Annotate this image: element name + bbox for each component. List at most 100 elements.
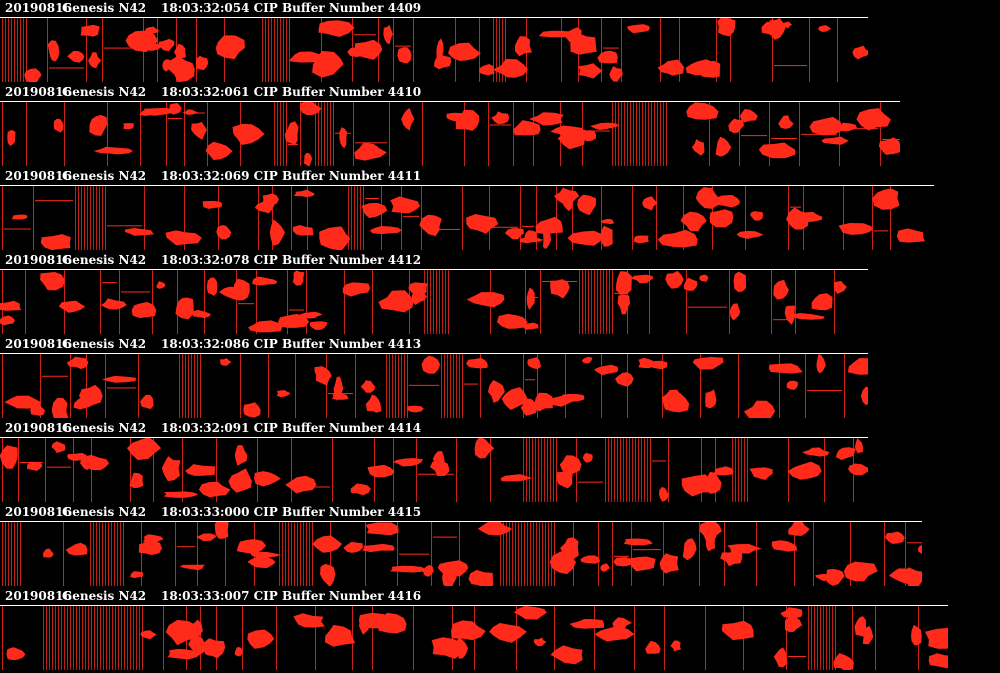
particle-image xyxy=(198,481,231,498)
particle-image xyxy=(816,354,826,373)
frame-divider xyxy=(641,438,642,502)
particle-image xyxy=(216,225,232,240)
buffer-number-label: CIP Buffer Number 4414 xyxy=(253,421,422,435)
frame-divider xyxy=(87,186,88,250)
streak-artifact xyxy=(633,549,661,551)
buffer-number-label: CIP Buffer Number 4412 xyxy=(253,253,422,267)
frame-divider xyxy=(277,18,278,82)
particle-image xyxy=(773,647,788,668)
particle-image xyxy=(466,357,488,369)
frame-divider xyxy=(480,354,481,418)
frame-divider xyxy=(795,270,796,334)
streak-artifact xyxy=(186,112,205,114)
particle-image xyxy=(749,467,773,480)
particle-image xyxy=(232,123,265,145)
frame-divider xyxy=(539,522,540,586)
streak-artifact xyxy=(335,132,351,134)
frame-divider xyxy=(600,270,601,334)
frame-divider xyxy=(664,606,665,670)
frame-divider xyxy=(106,606,107,670)
frame-divider xyxy=(445,270,446,334)
frame-divider xyxy=(479,18,480,82)
frame-divider xyxy=(14,18,15,82)
streak-artifact xyxy=(464,383,478,385)
frame-divider xyxy=(456,354,457,418)
frame-divider xyxy=(811,606,812,670)
frame-divider xyxy=(303,522,304,586)
frame-divider xyxy=(632,186,633,250)
frame-divider xyxy=(556,438,557,502)
frame-divider xyxy=(732,438,733,502)
frame-divider xyxy=(108,522,109,586)
particle-image xyxy=(78,384,103,408)
particle-image xyxy=(448,42,481,61)
particle-image xyxy=(354,142,387,161)
particle-image xyxy=(185,464,215,476)
particle-image xyxy=(102,375,137,383)
particle-image xyxy=(284,121,299,146)
particle-image xyxy=(293,189,315,198)
frame-divider xyxy=(111,522,112,586)
particle-image xyxy=(527,357,542,370)
streak-artifact xyxy=(328,393,353,395)
particle-image xyxy=(781,21,793,29)
frame-divider xyxy=(739,102,740,166)
particle-image xyxy=(51,441,66,453)
streak-artifact xyxy=(882,139,900,141)
frame-divider xyxy=(635,438,636,502)
frame-divider xyxy=(272,186,273,250)
buffer-probe: Genesis N42 xyxy=(62,421,147,435)
frame-divider xyxy=(409,270,410,334)
frame-divider xyxy=(606,270,607,334)
streak-artifact xyxy=(788,655,806,657)
buffer-date: 20190816 xyxy=(5,421,72,435)
frame-divider xyxy=(545,522,546,586)
frame-divider xyxy=(444,354,445,418)
frame-divider xyxy=(550,438,551,502)
particle-image xyxy=(884,531,905,544)
particle-image xyxy=(659,486,669,502)
particle-image xyxy=(663,393,690,413)
frame-divider xyxy=(100,270,101,334)
particle-image xyxy=(872,188,900,210)
particle-image xyxy=(513,120,541,136)
frame-divider xyxy=(448,270,449,334)
streak-artifact xyxy=(614,555,629,557)
frame-divider xyxy=(242,606,243,670)
particle-image xyxy=(631,274,654,284)
frame-divider xyxy=(631,522,632,586)
particle-image xyxy=(670,640,681,652)
particle-image xyxy=(67,50,85,63)
frame-divider xyxy=(23,18,24,82)
particle-image xyxy=(163,491,199,498)
frame-divider xyxy=(594,270,595,334)
frame-divider xyxy=(735,438,736,502)
particle-image xyxy=(40,234,71,250)
frame-divider xyxy=(25,270,26,334)
frame-divider xyxy=(86,354,87,418)
particle-image xyxy=(501,387,528,410)
frame-divider xyxy=(506,522,507,586)
frame-divider xyxy=(64,606,65,670)
frame-divider xyxy=(99,186,100,250)
frame-divider xyxy=(76,606,77,670)
particle-image xyxy=(215,35,245,60)
particle-image xyxy=(549,549,577,575)
particle-image xyxy=(6,647,26,661)
buffer-number-label: CIP Buffer Number 4410 xyxy=(253,85,422,99)
particle-image xyxy=(901,567,922,586)
particle-image xyxy=(365,522,399,536)
frame-divider xyxy=(660,18,661,82)
particle-image xyxy=(911,624,922,646)
buffer-date: 20190816 xyxy=(5,1,72,15)
particle-image xyxy=(442,564,457,586)
particle-image xyxy=(124,228,154,236)
buffer-date: 20190816 xyxy=(5,85,72,99)
frame-divider xyxy=(582,102,583,166)
particle-image xyxy=(269,219,285,246)
buffer-time: 18:03:32:061 xyxy=(161,85,250,99)
streak-artifact xyxy=(603,47,619,49)
frame-divider xyxy=(430,270,431,334)
particle-image xyxy=(815,573,843,581)
streak-artifact xyxy=(365,198,379,200)
